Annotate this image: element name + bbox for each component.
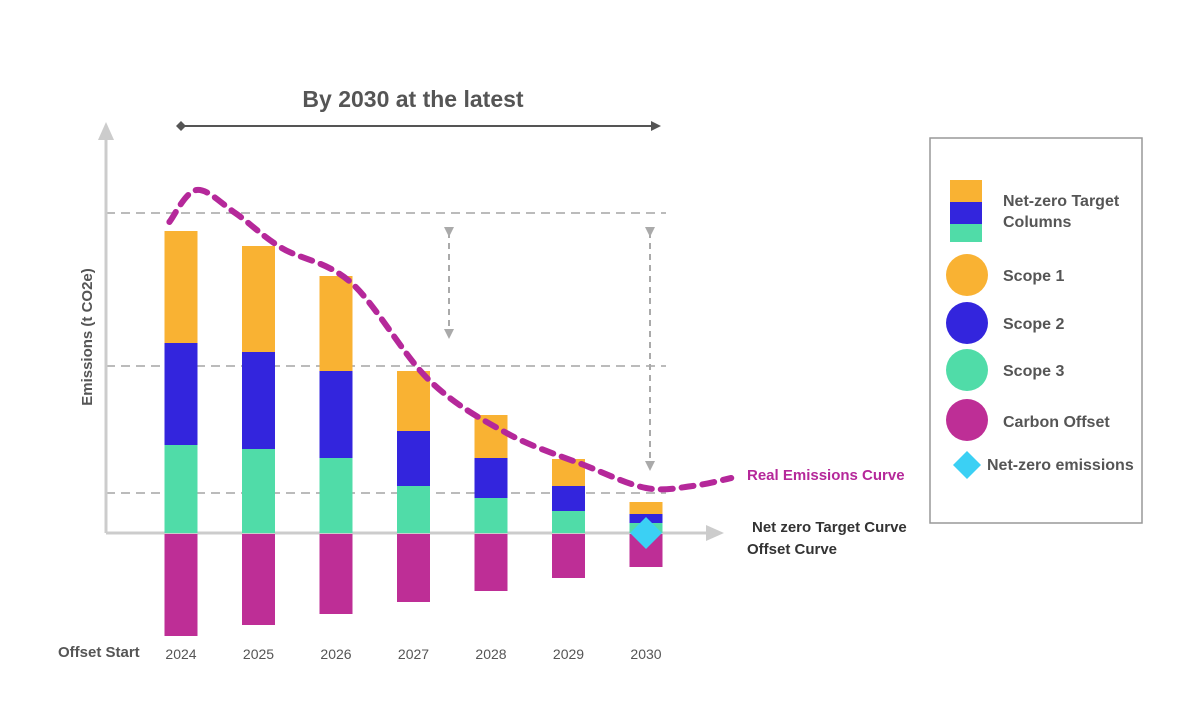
legend-swatch-scope1-segment	[950, 180, 982, 202]
bar-carbon-offset-2026	[319, 534, 353, 614]
bar-scope-1-2024	[164, 231, 198, 343]
legend-swatch-net-zero-diamond-icon	[953, 451, 981, 479]
bar-scope-2-2027	[397, 431, 430, 486]
x-tick-labels: 2024 2025 2026 2027 2028 2029 2030	[165, 646, 661, 662]
bar-scope-2-2024	[164, 343, 198, 445]
x-tick-2027: 2027	[398, 646, 429, 662]
bars-group	[164, 231, 663, 636]
bar-carbon-offset-2027	[397, 534, 430, 602]
legend-label-net-zero-emissions: Net-zero emissions	[987, 457, 1134, 474]
legend-swatch-scope-3	[946, 349, 988, 391]
x-axis-arrowhead	[706, 525, 724, 541]
chart-title: By 2030 at the latest	[302, 86, 524, 112]
net-zero-marker	[630, 517, 662, 549]
legend-swatch-scope2-segment	[950, 202, 982, 224]
bar-scope-3-2024	[164, 445, 198, 533]
bar-carbon-offset-2029	[552, 534, 585, 578]
real-emissions-curve	[166, 186, 735, 493]
x-tick-2028: 2028	[475, 646, 506, 662]
x-tick-2030: 2030	[630, 646, 661, 662]
bar-scope-3-2025	[242, 449, 275, 533]
legend-label-scope-3: Scope 3	[1003, 363, 1064, 380]
y-axis-arrowhead	[98, 122, 114, 140]
bar-scope-3-2026	[319, 458, 353, 533]
legend-label-columns-line1: Net-zero Target	[1003, 193, 1120, 210]
legend-swatch-scope-2	[946, 302, 988, 344]
x-tick-2024: 2024	[165, 646, 196, 662]
bar-scope-2-2029	[552, 486, 585, 511]
legend-label-carbon-offset: Carbon Offset	[1003, 414, 1110, 431]
net-zero-diamond-icon	[630, 517, 662, 549]
x-tick-2026: 2026	[320, 646, 351, 662]
legend-label-columns-line2: Columns	[1003, 214, 1072, 231]
bar-scope-1-2025	[242, 246, 275, 352]
legend-item-scope-3: Scope 3	[946, 349, 1064, 391]
legend-swatch-carbon-offset	[946, 399, 988, 441]
bar-scope-3-2028	[474, 498, 508, 533]
y-axis-label: Emissions (t CO2e)	[79, 268, 96, 406]
bar-carbon-offset-2028	[474, 534, 508, 591]
offset-start-label: Offset Start	[58, 644, 140, 661]
legend-item-scope-2: Scope 2	[946, 302, 1064, 344]
bar-scope-2-2026	[319, 371, 353, 458]
legend: Net-zero Target Columns Scope 1 Scope 2 …	[929, 137, 1143, 524]
bar-scope-1-2030	[629, 502, 663, 514]
legend-item-carbon-offset: Carbon Offset	[946, 399, 1110, 441]
legend-swatch-scope-1	[946, 254, 988, 296]
legend-label-scope-2: Scope 2	[1003, 316, 1064, 333]
bar-carbon-offset-2024	[164, 534, 198, 636]
real-emissions-curve-label: Real Emissions Curve	[747, 467, 905, 484]
net-zero-target-curve-label: Net zero Target Curve	[752, 519, 907, 536]
legend-swatch-scope3-segment	[950, 224, 982, 242]
legend-item-net-zero-emissions: Net-zero emissions	[953, 451, 1134, 479]
bar-scope-2-2028	[474, 458, 508, 498]
bar-scope-1-2027	[397, 371, 430, 431]
legend-label-scope-1: Scope 1	[1003, 268, 1064, 285]
bar-scope-1-2026	[319, 276, 353, 371]
offset-curve-label: Offset Curve	[747, 541, 837, 558]
bar-scope-3-2027	[397, 486, 430, 533]
legend-item-scope-1: Scope 1	[946, 254, 1064, 296]
bar-scope-2-2025	[242, 352, 275, 449]
bar-carbon-offset-2025	[242, 534, 275, 625]
x-tick-2029: 2029	[553, 646, 584, 662]
bar-scope-3-2029	[552, 511, 585, 533]
legend-item-net-zero-target-columns: Net-zero Target Columns	[950, 180, 1120, 242]
x-tick-2025: 2025	[243, 646, 274, 662]
